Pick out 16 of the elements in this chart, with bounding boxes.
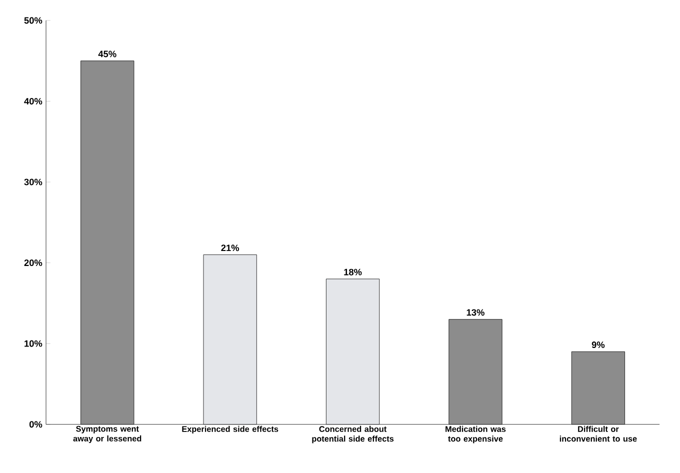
data-label: 18%: [344, 268, 362, 276]
x-tick-label: Symptoms went away or lessened: [73, 426, 142, 443]
x-tick-label: Difficult or inconvenient to use: [560, 426, 637, 442]
x-tick-label: Concerned about potential side effects: [312, 426, 394, 444]
y-tick-label: 10%: [24, 340, 42, 347]
y-tick-label: 40%: [24, 98, 42, 104]
data-label: 21%: [221, 244, 240, 251]
x-tick-label: Medication was too expensive: [446, 426, 506, 444]
data-label: 9%: [592, 341, 605, 348]
data-label: 13%: [466, 308, 484, 316]
y-tick-label: 0%: [29, 420, 42, 428]
data-label: 45%: [98, 50, 116, 58]
y-tick-label: 20%: [24, 259, 42, 266]
y-tick-label: 50%: [24, 16, 42, 24]
y-tick-label: 30%: [24, 178, 42, 186]
x-tick-label: Experienced side effects: [182, 426, 278, 434]
